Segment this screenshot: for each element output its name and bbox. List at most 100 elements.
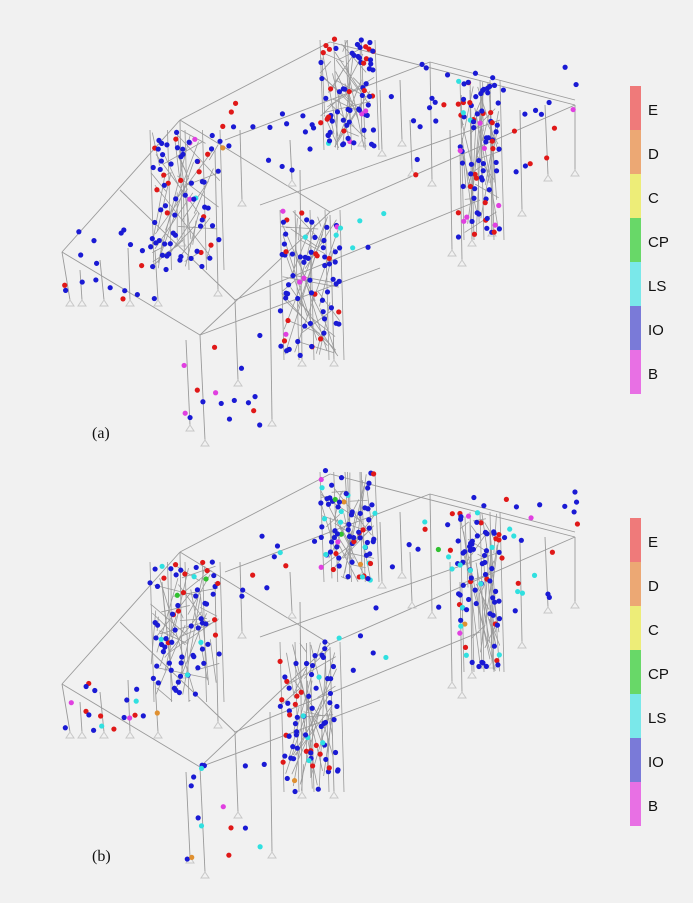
frame-member bbox=[331, 490, 347, 493]
frame-member bbox=[209, 639, 217, 683]
hinge-dot bbox=[513, 169, 519, 175]
hinge-dot bbox=[196, 169, 202, 175]
hinge-dot bbox=[134, 291, 140, 298]
hinge-dot bbox=[220, 804, 226, 810]
hinge-dot bbox=[284, 291, 291, 297]
hinge-dot bbox=[476, 663, 482, 670]
hinge-dot bbox=[537, 502, 543, 508]
frame-member bbox=[467, 111, 484, 224]
hinge-dot bbox=[155, 680, 162, 686]
hinge-dot bbox=[238, 365, 245, 371]
frame-member bbox=[169, 212, 198, 254]
frame-member bbox=[301, 764, 305, 791]
hinge-dot bbox=[155, 146, 161, 152]
hinge-dot bbox=[367, 551, 373, 557]
hinge-dot bbox=[306, 693, 312, 699]
hinge-dot bbox=[170, 230, 176, 236]
frame-member bbox=[409, 119, 413, 171]
plastic-hinges bbox=[62, 36, 579, 428]
frame-member bbox=[293, 666, 308, 695]
hinge-dot bbox=[359, 111, 365, 117]
hinge-dot bbox=[295, 295, 301, 302]
hinge-dot bbox=[356, 107, 363, 113]
frame-member bbox=[284, 251, 308, 317]
hinge-dot bbox=[496, 616, 503, 622]
support-icon bbox=[487, 661, 497, 669]
hinge-dot bbox=[78, 252, 84, 258]
support-icon bbox=[543, 606, 553, 614]
frame-member bbox=[317, 291, 340, 321]
hinge-dot bbox=[367, 39, 373, 46]
frame-member bbox=[299, 601, 303, 793]
hinge-dot bbox=[286, 733, 292, 739]
hinge-dot bbox=[361, 127, 367, 133]
hinge-dot bbox=[462, 621, 468, 627]
hinge-dot bbox=[338, 508, 344, 515]
support-icon bbox=[185, 424, 195, 432]
hinge-dot bbox=[153, 635, 159, 641]
hinge-dot bbox=[365, 576, 371, 582]
hinge-dot bbox=[321, 316, 328, 322]
hinge-dot bbox=[473, 94, 479, 100]
hinge-dot bbox=[325, 132, 331, 139]
hinge-dot bbox=[491, 530, 497, 536]
hinge-dot bbox=[150, 164, 156, 171]
hinge-dot bbox=[349, 509, 355, 515]
hinge-dot bbox=[278, 343, 284, 349]
plastic-hinges bbox=[62, 467, 581, 862]
hinge-dot bbox=[471, 195, 477, 201]
hinge-dot bbox=[91, 238, 97, 244]
hinge-dot bbox=[323, 551, 329, 558]
frame-member bbox=[374, 471, 380, 583]
frame-member bbox=[294, 705, 333, 756]
frame-member bbox=[161, 605, 190, 613]
frame-member bbox=[167, 561, 172, 703]
hinge-dot bbox=[364, 112, 370, 118]
hinge-dot bbox=[468, 575, 474, 581]
hinge-dot bbox=[318, 59, 324, 66]
hinge-dot bbox=[460, 550, 466, 556]
frame-member bbox=[295, 340, 335, 354]
support-icon bbox=[213, 721, 223, 729]
hinge-dot bbox=[467, 183, 474, 190]
hinge-dot bbox=[459, 160, 466, 166]
hinge-dot bbox=[466, 543, 473, 550]
support-icon bbox=[237, 199, 247, 207]
hinge-dot bbox=[480, 168, 486, 174]
hinge-dot bbox=[328, 676, 334, 682]
hinge-dot bbox=[319, 485, 325, 491]
hinge-dot bbox=[68, 700, 74, 706]
hinge-dot bbox=[473, 175, 480, 181]
hinge-dot bbox=[228, 109, 234, 115]
frame-member bbox=[150, 172, 167, 192]
hinge-dot bbox=[351, 52, 357, 58]
hinge-dot bbox=[492, 222, 498, 228]
support-icon bbox=[213, 289, 223, 297]
hinge-dot bbox=[513, 504, 520, 510]
frame-member bbox=[127, 247, 131, 301]
hinge-dot bbox=[201, 179, 207, 185]
legend-label: C bbox=[648, 622, 659, 639]
frame-member bbox=[299, 652, 336, 785]
frame-member bbox=[289, 139, 293, 181]
hinge-dot bbox=[148, 244, 154, 250]
hinge-dot bbox=[307, 277, 313, 283]
support-icon bbox=[447, 681, 457, 689]
hinge-dot bbox=[182, 410, 188, 416]
hinge-dot bbox=[486, 187, 492, 193]
frame-member bbox=[486, 543, 494, 670]
legend-item: E bbox=[630, 518, 690, 562]
legend-swatch bbox=[630, 262, 641, 306]
frame-members bbox=[61, 39, 580, 447]
hinge-dot bbox=[491, 82, 498, 88]
hinge-dot bbox=[303, 660, 310, 667]
support-icon bbox=[570, 601, 580, 609]
frame-member bbox=[199, 607, 218, 617]
frame-member bbox=[343, 513, 354, 555]
support-icon bbox=[153, 299, 163, 307]
hinge-dot bbox=[372, 510, 378, 516]
frame-member bbox=[374, 39, 380, 151]
legend-swatch bbox=[630, 694, 641, 738]
hinge-dot bbox=[493, 168, 500, 174]
hinge-dot bbox=[445, 554, 452, 560]
